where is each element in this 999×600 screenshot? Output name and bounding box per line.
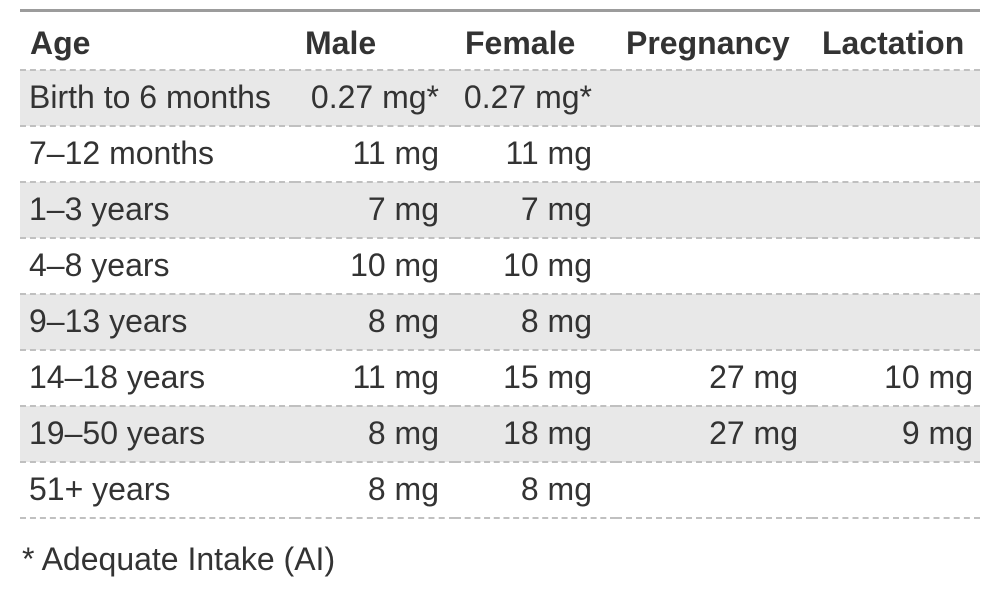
table-row: 1–3 years 7 mg 7 mg (20, 181, 980, 238)
cell-age: 7–12 months (29, 135, 215, 171)
cell-pregnancy: 27 mg (709, 415, 798, 451)
column-header-lactation: Lactation (822, 24, 965, 61)
table-row: 19–50 years 8 mg 18 mg 27 mg 9 mg (20, 405, 980, 462)
column-header-pregnancy: Pregnancy (626, 24, 790, 61)
cell-male: 11 mg (352, 359, 439, 395)
cell-female: 18 mg (503, 415, 592, 451)
table-row: 9–13 years 8 mg 8 mg (20, 293, 980, 350)
column-header-age: Age (30, 24, 91, 61)
table-row: 7–12 months 11 mg 11 mg (20, 125, 980, 182)
dietary-intake-table: Age Male Female Pregnancy Lactation Birt… (20, 9, 980, 519)
cell-pregnancy (616, 70, 812, 126)
cell-pregnancy (616, 126, 812, 182)
cell-female: 8 mg (520, 303, 592, 339)
cell-lactation: 10 mg (884, 359, 973, 395)
cell-age: 51+ years (29, 471, 171, 507)
table-row: 14–18 years 11 mg 15 mg 27 mg 10 mg (20, 349, 980, 406)
cell-age: 4–8 years (29, 247, 170, 283)
cell-female: 0.27 mg* (463, 79, 592, 115)
cell-pregnancy (616, 182, 812, 238)
cell-female: 11 mg (505, 135, 592, 171)
cell-male: 7 mg (367, 191, 439, 227)
cell-male: 11 mg (352, 135, 439, 171)
cell-male: 8 mg (367, 415, 439, 451)
header-row: Age Male Female Pregnancy Lactation (20, 10, 980, 70)
column-header-male: Male (305, 24, 377, 61)
cell-female: 15 mg (503, 359, 592, 395)
cell-pregnancy (616, 294, 812, 350)
cell-pregnancy (616, 238, 812, 294)
cell-male: 8 mg (367, 471, 439, 507)
cell-age: 14–18 years (29, 359, 206, 395)
cell-lactation: 9 mg (901, 415, 973, 451)
cell-lactation (812, 238, 980, 294)
cell-lactation (812, 462, 980, 518)
cell-male: 10 mg (350, 247, 439, 283)
cell-lactation (812, 182, 980, 238)
table-row: Birth to 6 months 0.27 mg* 0.27 mg* (20, 69, 980, 126)
cell-age: 1–3 years (29, 191, 170, 227)
cell-lactation (812, 70, 980, 126)
table-row: 51+ years 8 mg 8 mg (20, 461, 980, 518)
footnote: * Adequate Intake (AI) (22, 540, 336, 577)
cell-lactation (812, 294, 980, 350)
cell-pregnancy (616, 462, 812, 518)
cell-female: 8 mg (520, 471, 592, 507)
cell-pregnancy: 27 mg (709, 359, 798, 395)
cell-lactation (812, 126, 980, 182)
cell-female: 7 mg (520, 191, 592, 227)
cell-male: 8 mg (367, 303, 439, 339)
cell-age: Birth to 6 months (29, 79, 271, 115)
intake-table-container: Age Male Female Pregnancy Lactation Birt… (20, 0, 980, 579)
cell-male: 0.27 mg* (310, 79, 439, 115)
cell-female: 10 mg (503, 247, 592, 283)
cell-age: 9–13 years (29, 303, 188, 339)
column-header-female: Female (465, 24, 576, 61)
table-row: 4–8 years 10 mg 10 mg (20, 237, 980, 294)
cell-age: 19–50 years (29, 415, 206, 451)
